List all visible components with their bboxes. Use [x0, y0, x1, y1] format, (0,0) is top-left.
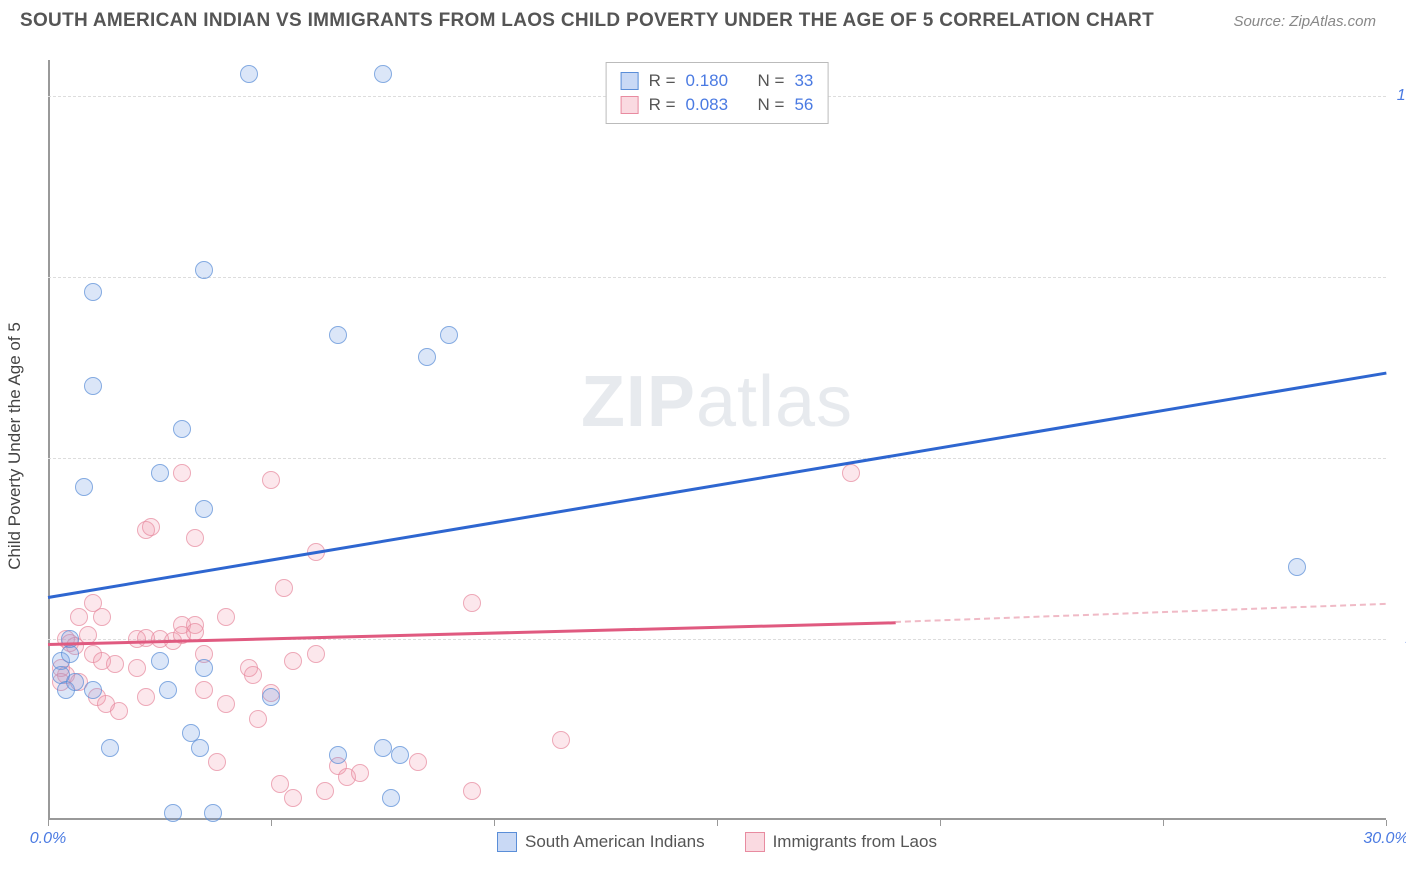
data-point: [262, 471, 280, 489]
data-point: [217, 608, 235, 626]
legend-swatch: [497, 832, 517, 852]
gridline: [48, 277, 1386, 278]
data-point: [84, 377, 102, 395]
data-point: [159, 681, 177, 699]
data-point: [842, 464, 860, 482]
data-point: [374, 65, 392, 83]
data-point: [191, 739, 209, 757]
y-tick-label: 100.0%: [1397, 87, 1406, 105]
data-point: [351, 764, 369, 782]
data-point: [106, 655, 124, 673]
data-point: [244, 666, 262, 684]
chart-title: SOUTH AMERICAN INDIAN VS IMMIGRANTS FROM…: [20, 10, 1154, 32]
series-legend: South American Indians Immigrants from La…: [48, 832, 1386, 852]
r-label: R =: [649, 71, 676, 91]
legend-swatch: [745, 832, 765, 852]
data-point: [142, 518, 160, 536]
data-point: [271, 775, 289, 793]
legend-swatch: [621, 96, 639, 114]
data-point: [418, 348, 436, 366]
data-point: [204, 804, 222, 822]
data-point: [75, 478, 93, 496]
n-label: N =: [758, 71, 785, 91]
data-point: [61, 630, 79, 648]
n-label: N =: [758, 95, 785, 115]
data-point: [307, 645, 325, 663]
data-point: [391, 746, 409, 764]
data-point: [284, 652, 302, 670]
data-point: [151, 652, 169, 670]
source-attribution: Source: ZipAtlas.com: [1233, 13, 1376, 30]
data-point: [128, 659, 146, 677]
legend-label: South American Indians: [525, 832, 705, 852]
data-point: [275, 579, 293, 597]
x-tick: [717, 820, 718, 826]
legend-label: Immigrants from Laos: [773, 832, 937, 852]
data-point: [195, 659, 213, 677]
x-tick: [494, 820, 495, 826]
data-point: [101, 739, 119, 757]
legend-swatch: [621, 72, 639, 90]
data-point: [93, 608, 111, 626]
r-value: 0.083: [686, 95, 729, 115]
data-point: [284, 789, 302, 807]
data-point: [173, 464, 191, 482]
data-point: [195, 261, 213, 279]
x-tick: [940, 820, 941, 826]
data-point: [137, 688, 155, 706]
trend-line: [895, 603, 1386, 623]
y-axis-label: Child Poverty Under the Age of 5: [5, 322, 25, 570]
data-point: [208, 753, 226, 771]
data-point: [195, 681, 213, 699]
data-point: [84, 681, 102, 699]
data-point: [552, 731, 570, 749]
data-point: [66, 673, 84, 691]
n-value: 33: [794, 71, 813, 91]
data-point: [409, 753, 427, 771]
data-point: [217, 695, 235, 713]
data-point: [316, 782, 334, 800]
x-tick: [48, 820, 49, 826]
n-value: 56: [794, 95, 813, 115]
data-point: [329, 746, 347, 764]
data-point: [249, 710, 267, 728]
x-tick: [1386, 820, 1387, 826]
data-point: [70, 608, 88, 626]
data-point: [262, 688, 280, 706]
data-point: [151, 464, 169, 482]
r-label: R =: [649, 95, 676, 115]
trend-line: [48, 371, 1386, 598]
data-point: [329, 326, 347, 344]
x-tick: [1163, 820, 1164, 826]
data-point: [374, 739, 392, 757]
data-point: [173, 420, 191, 438]
data-point: [164, 804, 182, 822]
data-point: [110, 702, 128, 720]
data-point: [382, 789, 400, 807]
r-value: 0.180: [686, 71, 729, 91]
data-point: [463, 782, 481, 800]
data-point: [240, 65, 258, 83]
data-point: [1288, 558, 1306, 576]
stats-legend: R = 0.180 N = 33 R = 0.083 N = 56: [606, 62, 829, 124]
data-point: [440, 326, 458, 344]
chart-plot-area: 25.0%50.0%75.0%100.0%0.0%30.0% ZIPatlas …: [48, 60, 1386, 820]
data-point: [195, 500, 213, 518]
x-tick: [271, 820, 272, 826]
data-point: [186, 529, 204, 547]
data-point: [463, 594, 481, 612]
gridline: [48, 458, 1386, 459]
data-point: [84, 283, 102, 301]
